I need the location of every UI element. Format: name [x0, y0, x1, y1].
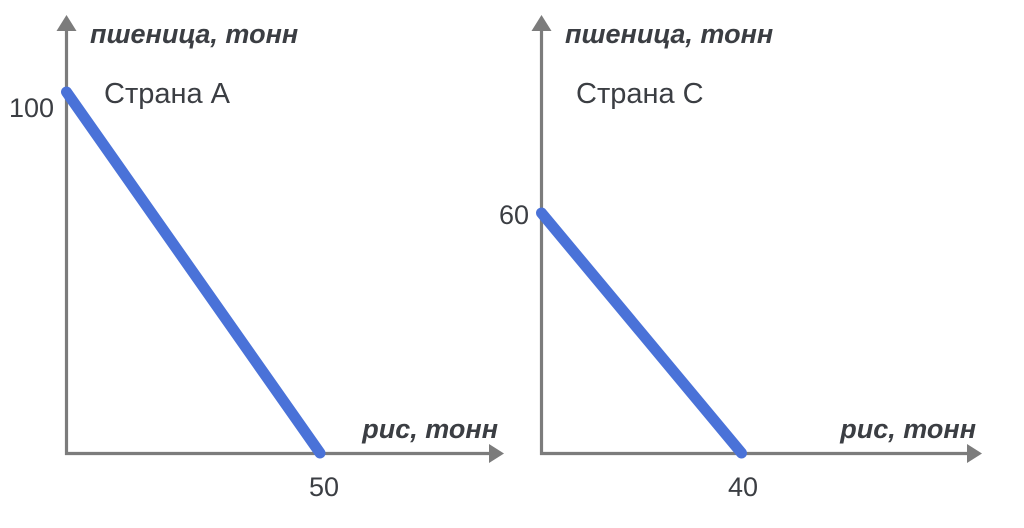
y-tick-label-c: 60: [499, 200, 529, 230]
x-axis-label-a: рис, тонн: [361, 414, 498, 444]
chart-country-c: пшеница, тонн Страна С 60 40 рис, тонн: [499, 15, 982, 502]
x-tick-label-a: 50: [309, 472, 339, 502]
ppf-line-a: [61, 86, 326, 459]
x-axis-arrow-icon-a: [489, 444, 504, 463]
y-axis-label-c: пшеница, тонн: [565, 19, 773, 49]
chart-title-c: Страна С: [576, 78, 704, 110]
chart-country-a: пшеница, тонн Страна А 100 50 рис, тонн: [9, 15, 504, 502]
x-axis-arrow-icon-c: [967, 444, 982, 463]
y-axis-label-a: пшеница, тонн: [90, 19, 298, 49]
y-axis-arrow-icon-c: [531, 15, 552, 31]
y-axis-arrow-icon-a: [56, 15, 77, 31]
ppf-line-c: [536, 207, 747, 459]
x-tick-label-c: 40: [728, 472, 758, 502]
y-tick-label-a: 100: [9, 93, 54, 123]
chart-title-a: Страна А: [104, 78, 231, 110]
x-axis-label-c: рис, тонн: [839, 414, 976, 444]
